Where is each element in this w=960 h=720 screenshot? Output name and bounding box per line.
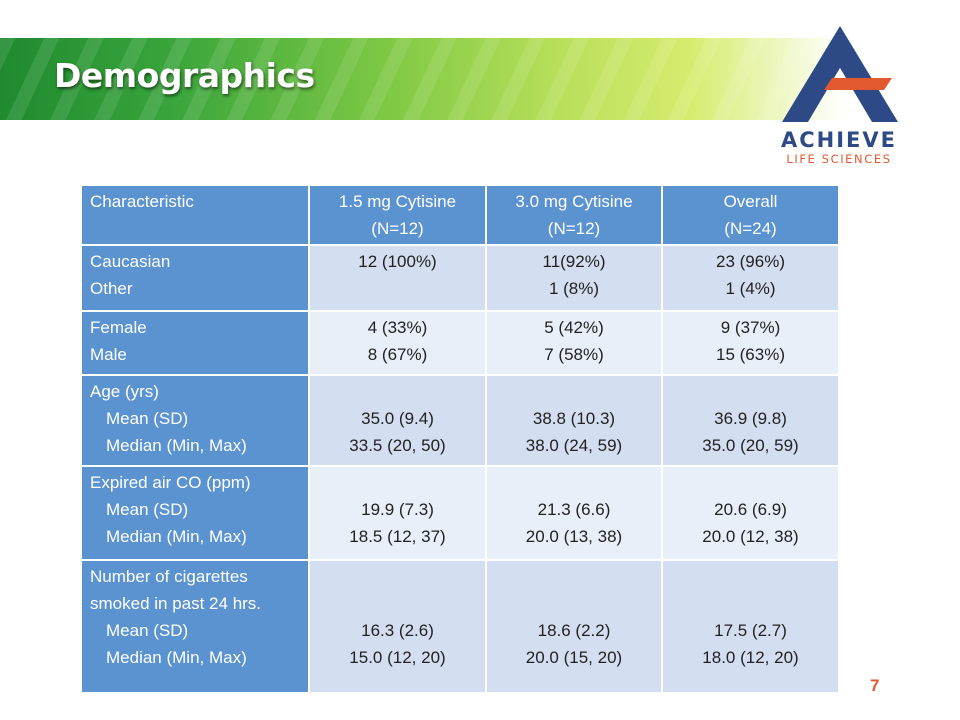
row-label: Number of cigarettes smoked in past 24 h… xyxy=(80,559,310,692)
cell-3-0mg: 21.3 (6.6) 20.0 (13, 38) xyxy=(485,465,663,560)
row-label: Age (yrs) Mean (SD) Median (Min, Max) xyxy=(80,374,310,466)
cell-overall: 9 (37%) 15 (63%) xyxy=(661,310,840,375)
row-label: Expired air CO (ppm) Mean (SD) Median (M… xyxy=(80,465,310,560)
table-row-sex: Female Male 4 (33%) 8 (67%) 5 (42%) 7 (5… xyxy=(80,310,840,375)
logo-triangle-icon xyxy=(782,26,898,122)
table-row-race: Caucasian Other 12 (100%) 11(92%) 1 (8%)… xyxy=(80,244,840,311)
table-row-age: Age (yrs) Mean (SD) Median (Min, Max) 35… xyxy=(80,374,840,466)
cell-overall: 36.9 (9.8) 35.0 (20, 59) xyxy=(661,374,840,466)
cell-1-5mg: 19.9 (7.3) 18.5 (12, 37) xyxy=(308,465,487,560)
cell-3-0mg: 38.8 (10.3) 38.0 (24, 59) xyxy=(485,374,663,466)
cell-overall: 17.5 (2.7) 18.0 (12, 20) xyxy=(661,559,840,692)
cell-1-5mg: 35.0 (9.4) 33.5 (20, 50) xyxy=(308,374,487,466)
logo-wordmark: ACHIEVE xyxy=(781,128,897,152)
row-label: Female Male xyxy=(80,310,310,375)
table-row-cigarettes: Number of cigarettes smoked in past 24 h… xyxy=(80,559,840,692)
company-logo: ACHIEVE LIFE SCIENCES xyxy=(760,24,910,166)
cell-3-0mg: 11(92%) 1 (8%) xyxy=(485,244,663,311)
header-characteristic: Characteristic xyxy=(80,186,310,246)
cell-3-0mg: 5 (42%) 7 (58%) xyxy=(485,310,663,375)
header-overall: Overall (N=24) xyxy=(661,186,840,246)
slide-title: Demographics xyxy=(54,56,315,95)
cell-3-0mg: 18.6 (2.2) 20.0 (15, 20) xyxy=(485,559,663,692)
table-row-expired-co: Expired air CO (ppm) Mean (SD) Median (M… xyxy=(80,465,840,560)
row-label: Caucasian Other xyxy=(80,244,310,311)
cell-1-5mg: 4 (33%) 8 (67%) xyxy=(308,310,487,375)
logo-tagline: LIFE SCIENCES xyxy=(786,152,892,166)
title-banner xyxy=(0,38,960,120)
cell-overall: 20.6 (6.9) 20.0 (12, 38) xyxy=(661,465,840,560)
page-number: 7 xyxy=(870,676,880,695)
header-3-0mg: 3.0 mg Cytisine (N=12) xyxy=(485,186,663,246)
header-1-5mg: 1.5 mg Cytisine (N=12) xyxy=(308,186,487,246)
table-header-row: Characteristic 1.5 mg Cytisine (N=12) 3.… xyxy=(80,186,840,246)
demographics-table: Characteristic 1.5 mg Cytisine (N=12) 3.… xyxy=(80,186,840,692)
cell-overall: 23 (96%) 1 (4%) xyxy=(661,244,840,311)
cell-1-5mg: 16.3 (2.6) 15.0 (12, 20) xyxy=(308,559,487,692)
cell-1-5mg: 12 (100%) xyxy=(308,244,487,311)
